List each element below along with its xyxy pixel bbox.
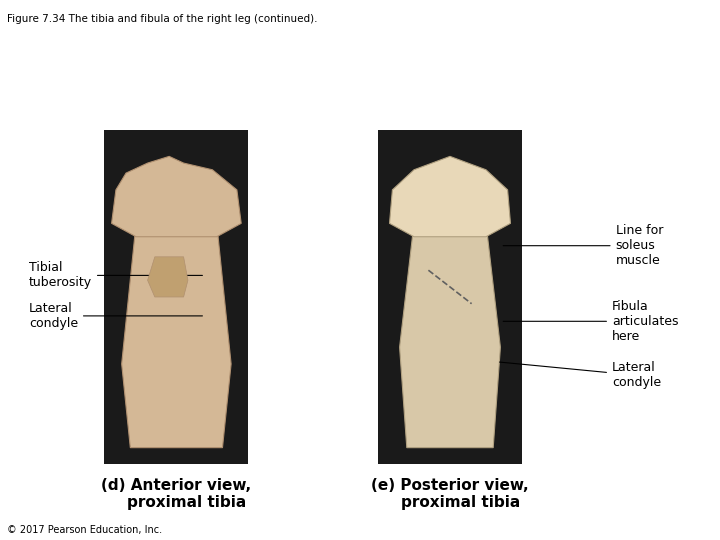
Polygon shape — [112, 157, 241, 237]
FancyBboxPatch shape — [104, 130, 248, 464]
Polygon shape — [400, 224, 500, 448]
Text: Figure 7.34 The tibia and fibula of the right leg (continued).: Figure 7.34 The tibia and fibula of the … — [7, 14, 318, 24]
Text: (e) Posterior view,
    proximal tibia: (e) Posterior view, proximal tibia — [372, 478, 528, 510]
Text: Line for
soleus
muscle: Line for soleus muscle — [503, 224, 663, 267]
Text: © 2017 Pearson Education, Inc.: © 2017 Pearson Education, Inc. — [7, 524, 162, 535]
FancyBboxPatch shape — [378, 130, 522, 464]
Text: Fibula
articulates
here: Fibula articulates here — [503, 300, 678, 343]
Text: Lateral
condyle: Lateral condyle — [500, 361, 661, 389]
Polygon shape — [148, 257, 188, 297]
Polygon shape — [390, 157, 510, 237]
Text: Tibial
tuberosity: Tibial tuberosity — [29, 261, 202, 289]
Text: Lateral
condyle: Lateral condyle — [29, 302, 202, 330]
Polygon shape — [122, 224, 231, 448]
Text: (d) Anterior view,
    proximal tibia: (d) Anterior view, proximal tibia — [102, 478, 251, 510]
